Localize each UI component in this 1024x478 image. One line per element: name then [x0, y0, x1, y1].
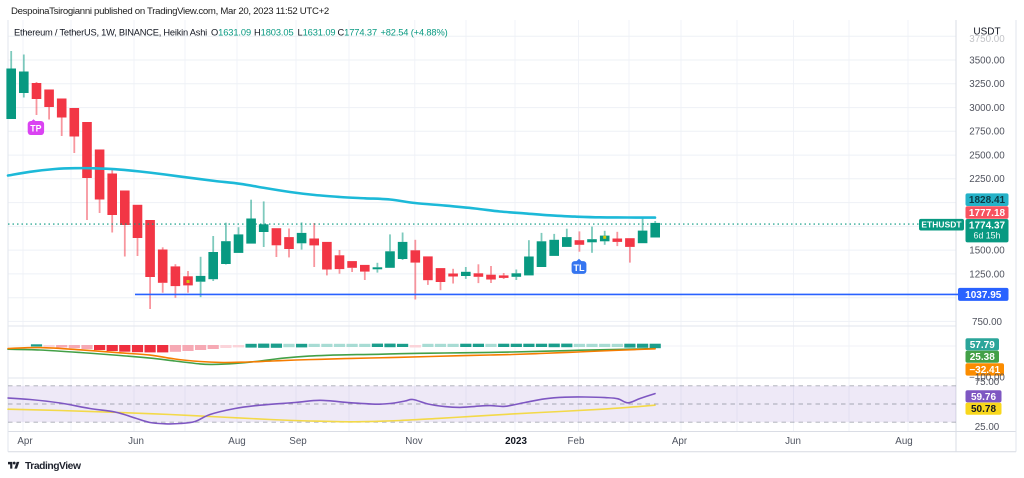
- svg-text:C1774.37: C1774.37: [338, 28, 378, 38]
- svg-text:Apr: Apr: [672, 436, 688, 447]
- svg-text:Jun: Jun: [785, 436, 801, 447]
- svg-text:2750.00: 2750.00: [969, 127, 1005, 138]
- svg-text:−32.41: −32.41: [969, 365, 1000, 376]
- svg-text:25.00: 25.00: [975, 422, 1000, 433]
- svg-text:Apr: Apr: [17, 436, 33, 447]
- svg-text:1500.00: 1500.00: [969, 246, 1005, 257]
- svg-text:Ethereum / TetherUS, 1W, BINAN: Ethereum / TetherUS, 1W, BINANCE, Heikin…: [14, 28, 207, 38]
- svg-text:H1803.05: H1803.05: [254, 28, 294, 38]
- svg-text:1828.41: 1828.41: [969, 195, 1006, 206]
- svg-text:Aug: Aug: [228, 436, 245, 447]
- svg-text:USDT: USDT: [973, 26, 1000, 37]
- svg-text:3000.00: 3000.00: [969, 103, 1005, 114]
- svg-text:Nov: Nov: [405, 436, 423, 447]
- svg-text:6d 15h: 6d 15h: [974, 231, 1001, 241]
- svg-text:TP: TP: [30, 124, 41, 134]
- svg-text:2250.00: 2250.00: [969, 174, 1005, 185]
- svg-text:Sep: Sep: [289, 436, 307, 447]
- svg-text:2023: 2023: [505, 436, 527, 447]
- svg-text:Feb: Feb: [568, 436, 585, 447]
- svg-text:3750.00: 3750.00: [969, 34, 1005, 45]
- svg-text:3250.00: 3250.00: [969, 79, 1005, 90]
- svg-text:TL: TL: [574, 263, 585, 273]
- svg-text:59.76: 59.76: [971, 392, 996, 403]
- svg-text:1250.00: 1250.00: [969, 269, 1005, 280]
- svg-text:Jun: Jun: [128, 436, 144, 447]
- svg-text:50.78: 50.78: [971, 404, 996, 415]
- svg-text:57.79: 57.79: [970, 340, 995, 351]
- svg-text:1037.95: 1037.95: [965, 290, 1002, 301]
- svg-text:1774.37: 1774.37: [969, 220, 1006, 231]
- svg-text:Aug: Aug: [895, 436, 912, 447]
- svg-text:750.00: 750.00: [972, 317, 1003, 328]
- svg-text:ETHUSDT: ETHUSDT: [921, 220, 962, 230]
- svg-text:TradingView: TradingView: [25, 461, 82, 472]
- svg-text:25.38: 25.38: [970, 352, 995, 363]
- svg-text:+82.54 (+4.88%): +82.54 (+4.88%): [381, 28, 448, 38]
- svg-text:3500.00: 3500.00: [969, 55, 1005, 66]
- svg-text:2500.00: 2500.00: [969, 151, 1005, 162]
- svg-text:75.00: 75.00: [975, 377, 1000, 388]
- svg-text:DespoinaTsirogianni published: DespoinaTsirogianni published on Trading…: [11, 6, 329, 17]
- svg-text:L1631.09: L1631.09: [298, 28, 336, 38]
- svg-text:1777.18: 1777.18: [969, 208, 1006, 219]
- svg-text:O1631.09: O1631.09: [211, 28, 251, 38]
- svg-text:−100.00: −100.00: [969, 373, 1005, 384]
